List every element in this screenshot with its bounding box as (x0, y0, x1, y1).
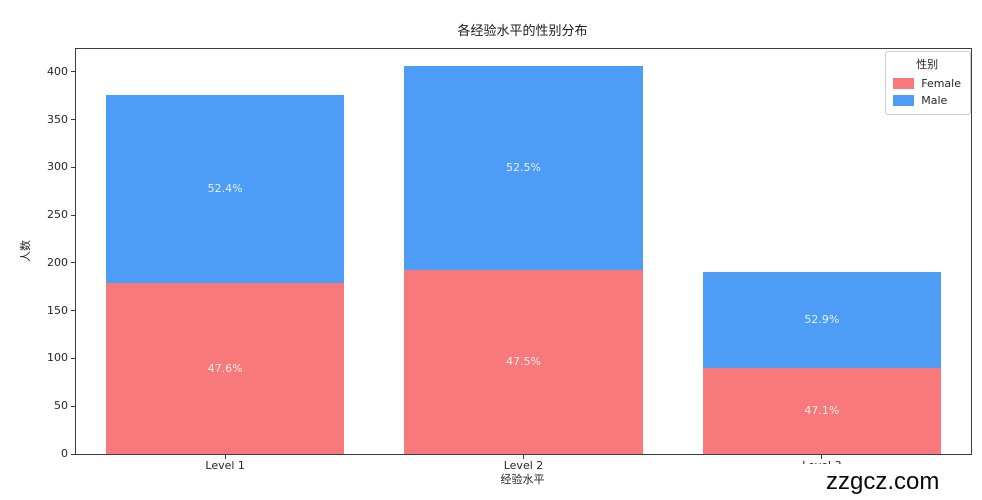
x-tick-mark (523, 455, 524, 459)
y-tick-mark (71, 262, 76, 264)
y-tick-mark (71, 310, 76, 312)
y-tick-label: 0 (61, 447, 68, 460)
bar-segment-male (105, 94, 345, 284)
plot-area: 0 50 100 150 200 250 300 350 400 47.6% 52.4% Level … (47, 48, 972, 472)
bar-percent-label: 47.1% (804, 404, 840, 418)
y-tick-mark (71, 119, 76, 121)
y-tick-mark (71, 405, 76, 407)
legend-row-male: Male (893, 92, 961, 109)
y-tick-mark (71, 357, 76, 359)
x-tick-mark (821, 455, 823, 459)
x-tick-label: Level 2 (503, 459, 544, 472)
y-tick-label: 50 (54, 399, 68, 413)
watermark: zzgcz.com (826, 468, 940, 495)
bar-segment-female (404, 269, 643, 454)
bar-segment-male (404, 66, 643, 270)
chart-title: 各经验水平的性别分布 (457, 24, 588, 39)
female-color-swatch (893, 78, 915, 89)
x-tick-label: Level 1 (205, 459, 245, 472)
legend-row-female: Female (893, 75, 961, 92)
watermark-overlay (698, 464, 982, 500)
bar-percent-label: 47.6% (207, 361, 243, 375)
legend-label-female: Female (921, 77, 961, 90)
bar-percent-label: 52.4% (207, 181, 243, 195)
bar-percent-label: 47.5% (506, 354, 541, 368)
y-tick-label: 400 (47, 64, 68, 78)
y-tick-label: 200 (47, 255, 68, 269)
y-tick-mark (71, 71, 76, 73)
y-tick-mark (71, 453, 76, 455)
y-tick-label: 350 (47, 112, 68, 126)
x-tick-mark (224, 455, 226, 459)
y-tick-mark (71, 166, 76, 168)
x-axis-label: 经验水平 (500, 473, 545, 486)
y-tick-label: 100 (47, 351, 68, 365)
bar-percent-label: 52.5% (506, 160, 541, 174)
y-tick-mark (71, 214, 76, 216)
bar-segment-male (702, 271, 942, 369)
bar-segment-female (105, 283, 345, 454)
male-color-swatch (893, 95, 915, 106)
y-tick-label: 300 (47, 160, 68, 174)
legend: 性别 Female Male (885, 51, 971, 115)
bar-segment-female (702, 368, 942, 454)
legend-label-male: Male (921, 94, 948, 107)
bar-percent-label: 52.9% (804, 312, 840, 326)
legend-title: 性别 (916, 58, 939, 71)
y-tick-label: 250 (47, 208, 68, 222)
y-tick-label: 150 (47, 303, 68, 317)
